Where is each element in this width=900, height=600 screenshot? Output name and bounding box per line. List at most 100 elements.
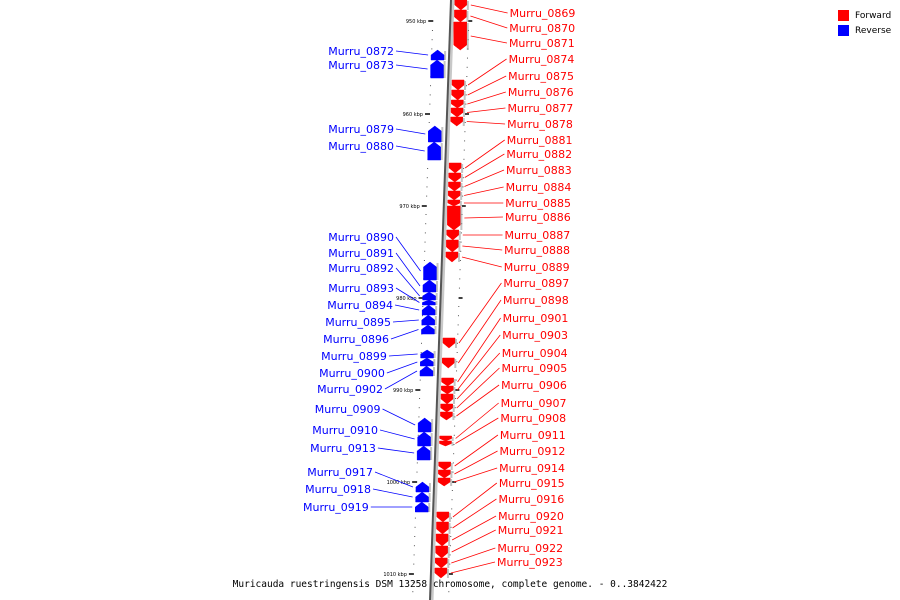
reverse-gene-label[interactable]: Murru_0879 <box>328 123 394 136</box>
reverse-gene-label[interactable]: Murru_0892 <box>328 262 394 275</box>
forward-gene[interactable] <box>437 477 453 487</box>
forward-gene-label[interactable]: Murru_0877 <box>507 102 573 115</box>
forward-gene[interactable] <box>454 0 469 11</box>
forward-gene[interactable] <box>436 511 451 523</box>
reverse-gene-label[interactable]: Murru_0913 <box>310 442 376 455</box>
forward-gene-label[interactable]: Murru_0876 <box>508 86 574 99</box>
reverse-gene-label[interactable]: Murru_0872 <box>328 45 394 58</box>
forward-gene-label[interactable]: Murru_0878 <box>507 118 573 131</box>
reverse-gene[interactable] <box>428 125 444 143</box>
forward-gene[interactable] <box>451 99 466 109</box>
forward-gene-label[interactable]: Murru_0901 <box>503 312 569 325</box>
forward-gene[interactable] <box>436 521 451 535</box>
reverse-gene-label[interactable]: Murru_0918 <box>305 483 371 496</box>
forward-gene[interactable] <box>450 107 466 118</box>
reverse-gene-label[interactable]: Murru_0900 <box>319 367 385 380</box>
reverse-gene[interactable] <box>422 291 438 301</box>
forward-gene-label[interactable]: Murru_0884 <box>506 181 572 194</box>
reverse-gene[interactable] <box>421 304 438 316</box>
forward-gene-label[interactable]: Murru_0908 <box>500 412 566 425</box>
forward-gene[interactable] <box>438 469 453 479</box>
reverse-gene-label[interactable]: Murru_0894 <box>327 299 393 312</box>
reverse-gene-label[interactable]: Murru_0902 <box>317 383 383 396</box>
reverse-gene[interactable] <box>430 59 446 79</box>
forward-gene[interactable] <box>447 190 463 201</box>
reverse-gene[interactable] <box>427 141 443 161</box>
forward-gene[interactable] <box>446 239 461 253</box>
forward-gene-label[interactable]: Murru_0887 <box>505 229 571 242</box>
reverse-gene-label[interactable]: Murru_0895 <box>325 316 391 329</box>
forward-gene[interactable] <box>454 9 469 23</box>
forward-gene[interactable] <box>445 251 461 263</box>
forward-gene[interactable] <box>441 377 456 387</box>
reverse-gene-label[interactable]: Murru_0910 <box>312 424 378 437</box>
forward-gene[interactable] <box>435 545 450 559</box>
forward-gene-label[interactable]: Murru_0906 <box>501 379 567 392</box>
forward-gene[interactable] <box>447 199 462 207</box>
forward-gene-label[interactable]: Murru_0875 <box>508 70 574 83</box>
reverse-gene-label[interactable]: Murru_0893 <box>328 282 394 295</box>
forward-gene[interactable] <box>440 411 455 421</box>
forward-gene-label[interactable]: Murru_0904 <box>502 347 568 360</box>
forward-gene[interactable] <box>434 567 449 579</box>
forward-gene-label[interactable]: Murru_0905 <box>501 362 567 375</box>
reverse-gene[interactable] <box>420 349 436 359</box>
forward-gene-label[interactable]: Murru_0923 <box>497 556 563 569</box>
forward-gene-label[interactable]: Murru_0916 <box>498 493 564 506</box>
reverse-gene[interactable] <box>415 481 431 493</box>
forward-gene-label[interactable]: Murru_0897 <box>503 277 569 290</box>
forward-gene-label[interactable]: Murru_0883 <box>506 164 572 177</box>
forward-gene-label[interactable]: Murru_0903 <box>502 329 568 342</box>
forward-gene-label[interactable]: Murru_0915 <box>499 477 565 490</box>
reverse-gene[interactable] <box>422 299 438 306</box>
forward-gene-label[interactable]: Murru_0870 <box>509 22 575 35</box>
forward-gene[interactable] <box>451 89 466 101</box>
reverse-gene[interactable] <box>422 279 438 293</box>
reverse-gene-label[interactable]: Murru_0880 <box>328 140 394 153</box>
forward-gene[interactable] <box>435 557 450 569</box>
forward-gene[interactable] <box>451 79 467 91</box>
forward-gene[interactable] <box>435 533 451 547</box>
forward-gene[interactable] <box>441 385 456 395</box>
reverse-gene-label[interactable]: Murru_0909 <box>315 403 381 416</box>
reverse-gene[interactable] <box>417 431 433 447</box>
forward-gene[interactable] <box>440 403 455 413</box>
forward-gene-label[interactable]: Murru_0907 <box>501 397 567 410</box>
reverse-gene-label[interactable]: Murru_0919 <box>303 501 369 514</box>
reverse-gene[interactable] <box>417 417 434 433</box>
reverse-gene[interactable] <box>420 357 436 367</box>
forward-gene[interactable] <box>453 21 469 51</box>
forward-gene-label[interactable]: Murru_0898 <box>503 294 569 307</box>
reverse-gene[interactable] <box>416 445 433 461</box>
reverse-gene-label[interactable]: Murru_0896 <box>323 333 389 346</box>
forward-gene[interactable] <box>440 393 456 405</box>
reverse-gene[interactable] <box>419 365 436 377</box>
reverse-gene[interactable] <box>415 491 431 503</box>
forward-gene-label[interactable]: Murru_0882 <box>506 148 572 161</box>
forward-gene[interactable] <box>439 440 454 447</box>
forward-gene-label[interactable]: Murru_0921 <box>498 524 564 537</box>
forward-gene-label[interactable]: Murru_0871 <box>509 37 575 50</box>
reverse-gene-label[interactable]: Murru_0873 <box>328 59 394 72</box>
reverse-gene[interactable] <box>423 261 439 281</box>
forward-gene-label[interactable]: Murru_0889 <box>504 261 570 274</box>
reverse-gene[interactable] <box>421 324 437 335</box>
forward-gene[interactable] <box>446 229 461 241</box>
reverse-gene-label[interactable]: Murru_0917 <box>307 466 373 479</box>
reverse-gene-label[interactable]: Murru_0899 <box>321 350 387 363</box>
forward-gene-label[interactable]: Murru_0869 <box>510 7 576 20</box>
reverse-gene[interactable] <box>415 501 431 513</box>
reverse-gene[interactable] <box>421 314 437 326</box>
forward-gene[interactable] <box>448 181 463 192</box>
forward-gene-label[interactable]: Murru_0886 <box>505 211 571 224</box>
forward-gene-label[interactable]: Murru_0912 <box>500 445 566 458</box>
forward-gene-label[interactable]: Murru_0920 <box>498 510 564 523</box>
forward-gene[interactable] <box>442 337 457 349</box>
forward-gene[interactable] <box>450 116 465 127</box>
forward-gene[interactable] <box>448 162 464 174</box>
forward-gene[interactable] <box>439 435 454 442</box>
forward-gene-label[interactable]: Murru_0922 <box>497 542 563 555</box>
forward-gene-label[interactable]: Murru_0914 <box>499 462 565 475</box>
reverse-gene[interactable] <box>430 49 447 61</box>
forward-gene-label[interactable]: Murru_0885 <box>505 197 571 210</box>
